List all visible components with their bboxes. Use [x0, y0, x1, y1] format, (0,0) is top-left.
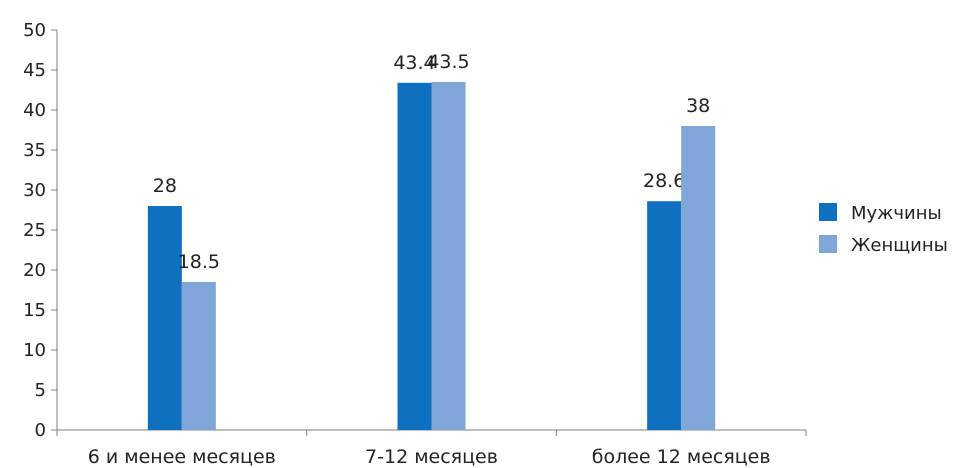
y-tick-label: 30	[23, 180, 46, 201]
y-tick-label: 45	[23, 60, 46, 81]
legend-label: Мужчины	[851, 203, 942, 224]
data-label: 38	[686, 95, 710, 117]
legend-label: Женщины	[851, 235, 948, 256]
y-tick-label: 10	[23, 340, 46, 361]
x-tick-label: более 12 месяцев	[592, 446, 771, 468]
y-tick-label: 50	[23, 20, 46, 41]
legend-swatch	[819, 203, 837, 221]
data-label: 43.4	[393, 52, 435, 74]
x-tick-label: 7-12 месяцев	[365, 446, 498, 468]
bar	[681, 126, 716, 430]
y-tick-label: 15	[23, 300, 46, 321]
bar	[181, 282, 216, 430]
data-label: 18.5	[178, 251, 220, 273]
bar	[397, 82, 432, 431]
y-tick-label: 25	[23, 220, 46, 241]
legend-swatch	[819, 235, 837, 253]
y-tick-label: 5	[35, 380, 46, 401]
data-label: 28.6	[643, 170, 685, 192]
y-tick-label: 40	[23, 100, 46, 121]
bar	[147, 206, 182, 430]
y-tick-label: 35	[23, 140, 46, 161]
bar	[431, 82, 466, 430]
data-label: 43.5	[427, 51, 469, 73]
bar	[647, 201, 682, 430]
y-tick-label: 0	[35, 420, 46, 441]
y-tick-label: 20	[23, 260, 46, 281]
x-tick-label: 6 и менее месяцев	[88, 446, 276, 468]
data-label: 28	[153, 175, 177, 197]
